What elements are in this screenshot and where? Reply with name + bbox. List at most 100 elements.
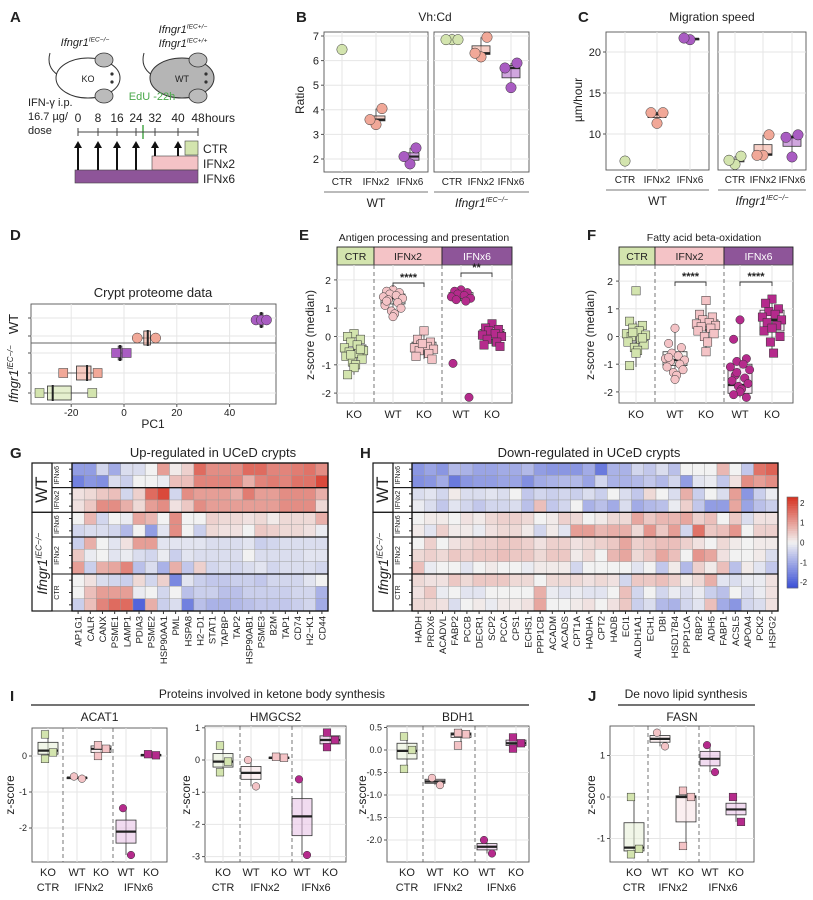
colorbar-segment (787, 547, 798, 550)
heatmap-cell (729, 462, 742, 476)
y-axis-label: z-score (179, 775, 193, 815)
gene-name: Ifngr1 (375, 559, 391, 595)
heatmap-cell (607, 524, 620, 538)
heatmap-cell (460, 536, 474, 550)
heatmap-cell (205, 475, 219, 488)
heatmap-cell (169, 499, 182, 513)
data-point (427, 354, 437, 364)
significance-label: ** (472, 262, 481, 274)
gene-label: B2M (269, 616, 280, 636)
heatmap-cell (753, 524, 766, 538)
gene-name: Ifngr1 (34, 559, 50, 595)
dose-text: IFN-γ i.p. (28, 97, 73, 109)
heatmap-cell (533, 499, 547, 513)
heatmap-cell (594, 524, 608, 538)
data-point (40, 730, 50, 739)
gene-label: PPP1CA (682, 615, 693, 653)
heatmap-cell (218, 524, 231, 538)
section-title-ketone: Proteins involved in ketone body synthes… (159, 687, 385, 701)
gene-superscript: IEC−/− (33, 533, 43, 559)
treatment-label: IFNx2 (250, 882, 279, 894)
heatmap-cell (594, 573, 608, 587)
heatmap-cell (631, 499, 644, 513)
heatmap-cell (594, 561, 608, 575)
heatmap-cell (472, 549, 486, 562)
heatmap-cell (765, 573, 779, 587)
x-tick-label: KO (764, 409, 780, 421)
gene-label: FABP1 (719, 616, 730, 646)
gene-superscript: IEC−/− (766, 193, 788, 202)
heatmap-cell (472, 561, 486, 575)
data-point (678, 786, 688, 795)
heatmap-cell (753, 475, 766, 488)
heatmap-cell (303, 499, 317, 513)
heatmap-cell (218, 536, 231, 550)
heatmap-cell (279, 475, 292, 488)
heatmap-cell (533, 573, 547, 587)
heatmap-cell (631, 586, 644, 599)
heatmap-cell (254, 499, 268, 513)
heatmap-cell (315, 536, 329, 550)
heatmap-cell (765, 512, 779, 525)
heatmap-cell (411, 512, 425, 525)
heatmap-cell (729, 573, 742, 587)
colorbar-segment (787, 524, 798, 527)
heatmap-cell (570, 512, 583, 525)
heatmap-cell (157, 462, 170, 476)
colorbar-segment (787, 501, 798, 505)
data-point (761, 298, 771, 308)
heatmap-cell (729, 499, 742, 513)
data-point (777, 315, 787, 325)
y-tick-label: 1 (325, 303, 331, 315)
heatmap-cell (655, 536, 669, 550)
heatmap-cell (120, 561, 134, 575)
data-point (69, 772, 79, 781)
heatmap-cell (704, 524, 718, 538)
colorbar-segment (787, 551, 798, 555)
heatmap-cell (546, 586, 559, 599)
y-tick-label: -1 (597, 834, 605, 844)
data-point (701, 347, 711, 357)
heatmap-cell (279, 487, 292, 501)
gene-label: PCCB (462, 616, 473, 642)
heatmap-cell (120, 549, 134, 562)
panel-letter-E: E (299, 227, 309, 244)
heatmap-cell (460, 499, 474, 513)
heatmap-cell (205, 487, 219, 501)
data-point (150, 332, 161, 344)
heatmap-cell (83, 487, 97, 501)
data-point (710, 768, 720, 777)
heatmap-cell (108, 499, 121, 513)
mouse-ear (94, 88, 114, 104)
heatmap-cell (570, 573, 583, 587)
colorbar: 2 1 0 -1 -2 (786, 496, 808, 589)
y-tick-label: -3 (192, 852, 200, 862)
x-tick-label: CTR (442, 177, 463, 188)
heatmap-cell (765, 586, 779, 599)
gene-label: STAT1 (208, 616, 219, 644)
panel-letter-C: C (578, 9, 589, 26)
heatmap-cell (533, 561, 547, 575)
heatmap-cell (753, 598, 766, 612)
heatmap-cell (218, 561, 231, 575)
heatmap-cell (205, 598, 219, 612)
heatmap-cell (668, 586, 681, 599)
heatmap-cell (436, 524, 449, 538)
x-tick-label: KO (678, 867, 694, 879)
mouse-eye (110, 72, 114, 76)
heatmap-cell (765, 499, 779, 513)
heatmap-cell (242, 524, 256, 538)
heatmap-cell (485, 536, 498, 550)
heatmap-border (411, 462, 779, 612)
heatmap-cell (230, 512, 243, 525)
facet-label: WT (367, 196, 386, 210)
x-tick-label: WT (242, 867, 259, 879)
heatmap-cell (460, 561, 474, 575)
heatmap-cell (96, 586, 109, 599)
heatmap-cell (303, 512, 317, 525)
x-tick-label: WT (478, 867, 495, 879)
heatmap-cell (509, 475, 523, 488)
panel-letter-A: A (10, 9, 21, 26)
data-point (623, 337, 633, 347)
heatmap-cell (144, 561, 158, 575)
